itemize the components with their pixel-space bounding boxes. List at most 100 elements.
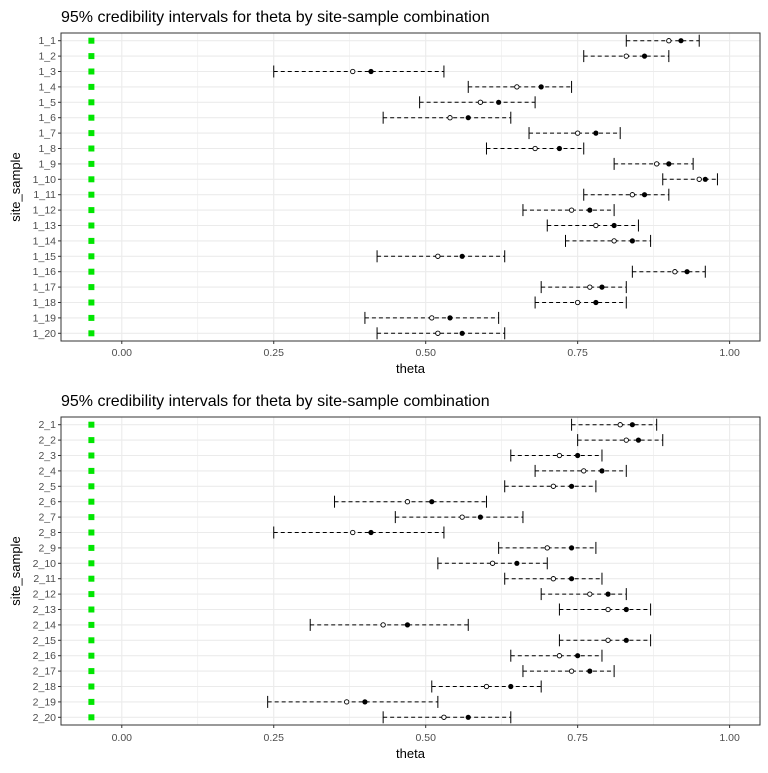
open-point (672, 269, 678, 275)
y-tick-label: 2_1 (38, 419, 56, 431)
filled-point (447, 315, 453, 321)
y-tick-label: 2_8 (38, 527, 56, 539)
reference-marker (88, 467, 95, 474)
chart-title: 95% credibility intervals for theta by s… (61, 393, 490, 410)
open-point (380, 622, 386, 628)
y-tick-label: 2_14 (33, 619, 57, 631)
reference-marker (88, 114, 95, 121)
open-point (617, 422, 623, 428)
open-point (435, 330, 441, 336)
filled-point (599, 468, 605, 474)
open-point (483, 683, 490, 690)
chart-title: 95% credibility intervals for theta by s… (61, 9, 490, 26)
open-point (489, 560, 496, 566)
filled-point (684, 269, 690, 275)
open-point (477, 99, 484, 105)
plot-background (61, 33, 760, 341)
open-point (532, 145, 538, 152)
filled-point (362, 699, 368, 705)
filled-point (404, 622, 411, 628)
reference-marker (88, 37, 95, 44)
chart-panel-2: 95% credibility intervals for theta by s… (8, 393, 761, 761)
open-point (544, 545, 550, 551)
filled-point (568, 483, 575, 489)
y-tick-label: 2_12 (33, 589, 57, 601)
y-tick-label: 2_11 (33, 573, 56, 585)
x-tick-label: 0.25 (264, 732, 285, 744)
open-point (587, 284, 593, 290)
open-point (441, 714, 447, 720)
filled-point (429, 499, 435, 505)
filled-point (611, 222, 617, 229)
y-axis-label: site_sample (8, 536, 23, 605)
y-tick-label: 2_5 (38, 481, 56, 493)
panel-border (60, 416, 761, 726)
reference-marker (88, 207, 95, 214)
reference-marker (88, 160, 95, 167)
filled-point (678, 38, 684, 44)
y-tick-label: 1_16 (33, 266, 57, 278)
reference-marker (88, 560, 95, 567)
x-tick-label: 0.00 (112, 347, 133, 359)
reference-marker (88, 130, 95, 137)
open-point (654, 161, 660, 167)
filled-point (587, 668, 593, 674)
reference-marker (88, 606, 95, 613)
reference-marker (88, 483, 95, 490)
reference-marker (88, 683, 95, 690)
y-tick-label: 1_12 (33, 205, 57, 217)
y-tick-label: 1_13 (33, 220, 57, 232)
open-point (611, 238, 617, 244)
filled-point (465, 115, 471, 121)
filled-point (587, 207, 593, 213)
y-tick-label: 1_5 (38, 97, 56, 109)
filled-point (568, 576, 575, 582)
reference-marker (88, 314, 95, 321)
filled-point (514, 560, 520, 566)
reference-marker (88, 330, 95, 337)
x-tick-label: 1.00 (719, 732, 740, 744)
reference-marker (88, 191, 95, 198)
open-point (605, 606, 611, 613)
filled-point (593, 299, 599, 306)
filled-point (459, 330, 465, 336)
x-tick-label: 0.75 (567, 347, 588, 359)
y-tick-label: 2_18 (33, 681, 57, 693)
y-tick-label: 1_1 (38, 35, 56, 47)
x-tick-label: 0.25 (264, 347, 285, 359)
open-point (581, 468, 587, 474)
x-tick-label: 0.50 (415, 732, 436, 744)
y-tick-label: 2_6 (38, 496, 56, 508)
reference-marker (88, 652, 95, 659)
reference-marker (88, 591, 95, 598)
filled-point (702, 176, 708, 182)
reference-marker (88, 253, 95, 260)
reference-marker (88, 284, 95, 291)
reference-marker (88, 452, 95, 459)
y-tick-label: 1_6 (38, 112, 56, 124)
open-point (575, 130, 581, 136)
open-point (447, 115, 453, 121)
filled-point (368, 68, 374, 75)
y-tick-label: 1_17 (33, 282, 57, 294)
y-tick-label: 2_20 (33, 712, 57, 724)
filled-point (623, 637, 629, 643)
open-point (344, 699, 350, 705)
reference-marker (88, 83, 95, 90)
open-point (350, 68, 356, 75)
filled-point (465, 714, 471, 720)
filled-point (629, 238, 635, 244)
open-point (568, 668, 575, 674)
y-tick-label: 2_2 (38, 435, 56, 447)
reference-marker (88, 222, 95, 229)
reference-marker (88, 437, 95, 444)
reference-marker (88, 514, 95, 521)
filled-point (623, 606, 629, 613)
reference-marker (88, 268, 95, 275)
filled-point (666, 161, 672, 167)
y-tick-label: 1_9 (38, 158, 56, 170)
y-tick-label: 2_15 (33, 635, 57, 647)
y-tick-label: 2_9 (38, 542, 56, 554)
filled-point (605, 591, 611, 597)
filled-point (556, 145, 563, 152)
